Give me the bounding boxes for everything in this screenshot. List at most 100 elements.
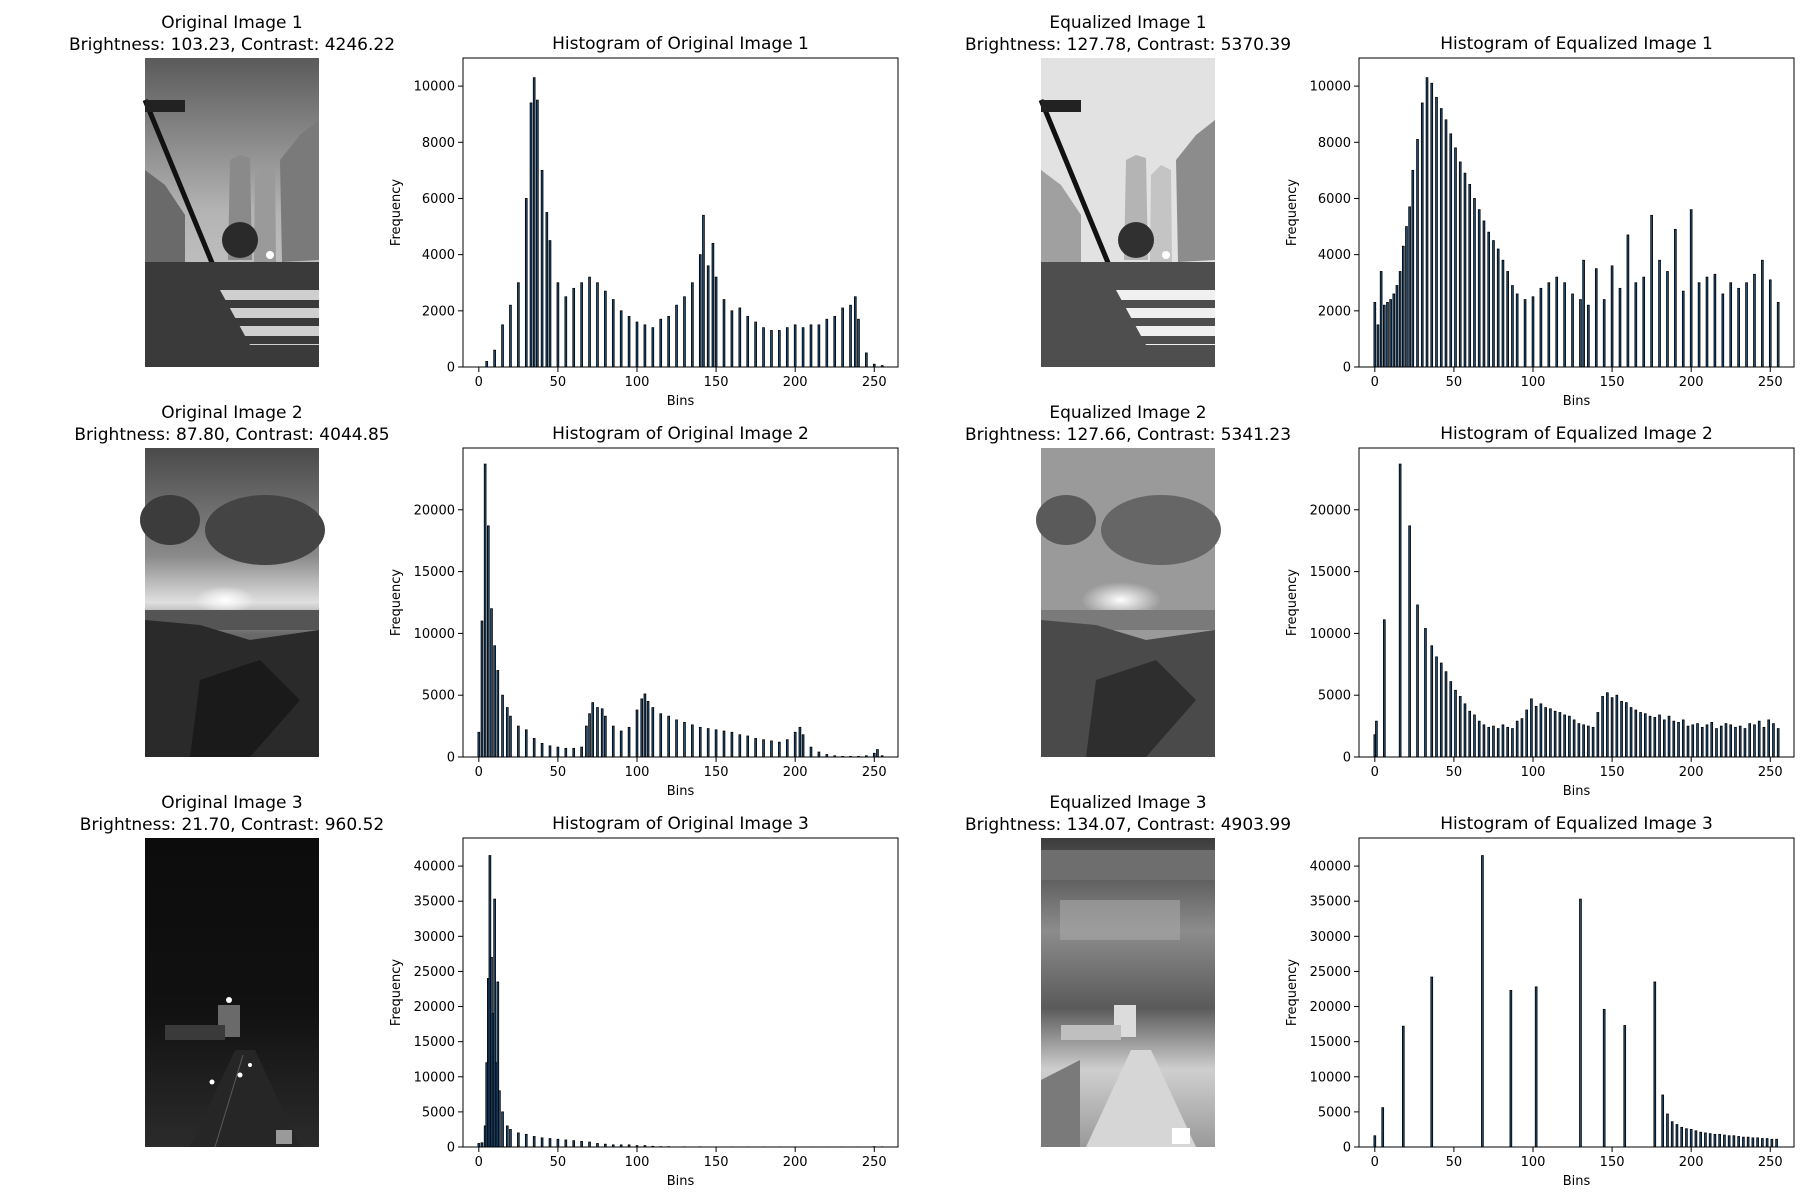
histogram-bar — [1587, 725, 1590, 758]
histogram-bar — [1666, 271, 1669, 368]
histogram-bar — [556, 1138, 560, 1148]
histogram-bar — [1444, 119, 1448, 368]
histogram-bar — [698, 254, 702, 368]
histogram-bar — [1492, 240, 1495, 368]
chart-title: Histogram of Original Image 1 — [552, 34, 809, 54]
histogram-bar — [746, 735, 750, 758]
chart-title: Histogram of Original Image 3 — [552, 814, 809, 834]
histogram-bar — [659, 713, 663, 758]
y-tick-label: 5000 — [422, 1105, 455, 1120]
histogram-bar — [1620, 700, 1623, 758]
histogram-bar — [643, 324, 647, 368]
histogram-bar — [627, 316, 631, 368]
histogram-bar — [1381, 1107, 1385, 1148]
histogram-bar — [1639, 712, 1642, 758]
histogram-bar — [1686, 725, 1690, 758]
histogram-bar — [841, 307, 844, 368]
histogram-bar — [1591, 726, 1595, 758]
histogram-bar — [1473, 714, 1476, 758]
x-axis-label: Bins — [667, 394, 695, 409]
plot-frame — [462, 57, 899, 368]
histogram-bar — [1563, 282, 1566, 368]
histogram-bar — [1571, 293, 1574, 368]
histogram-bar — [1753, 724, 1756, 758]
panel-stats: Brightness: 127.78, Contrast: 5370.39 — [965, 35, 1291, 55]
histogram-bar — [1681, 719, 1685, 758]
y-axis-label: Frequency — [389, 179, 404, 246]
histogram-bar — [683, 296, 686, 368]
histogram-bar — [1667, 715, 1671, 758]
histogram-bar — [1594, 268, 1598, 368]
histogram-bar — [1411, 169, 1415, 368]
histogram-bar — [517, 1132, 520, 1148]
histogram-bar — [1705, 276, 1709, 368]
histogram-bar — [1644, 713, 1647, 758]
histogram-bar — [1547, 282, 1551, 368]
original-image-1 — [142, 58, 319, 367]
histogram-bar — [1615, 694, 1619, 758]
histogram-bar — [1642, 276, 1646, 368]
histogram-bar — [1708, 1133, 1712, 1148]
panel-title: Equalized Image 2 — [1049, 403, 1206, 423]
histogram-bar — [762, 327, 765, 368]
histogram-bar — [483, 463, 487, 758]
histogram-bar — [722, 299, 726, 368]
histogram-bar — [1477, 209, 1481, 368]
histogram-bar — [1482, 724, 1486, 758]
histogram-bar — [659, 318, 663, 368]
histogram-bar — [817, 751, 821, 758]
histogram-bar — [1496, 728, 1500, 758]
histogram-bar — [1704, 1132, 1707, 1148]
histogram-bar — [1748, 723, 1752, 758]
histogram-bar — [1408, 206, 1411, 368]
y-tick-label: 0 — [1343, 1141, 1351, 1156]
histogram-bar — [793, 324, 797, 368]
histogram-bar — [1506, 726, 1510, 758]
histogram-bar — [1553, 710, 1557, 758]
histogram-bar — [770, 330, 773, 368]
y-tick-label: 15000 — [1310, 565, 1351, 580]
histogram-bar — [730, 310, 734, 368]
histogram-bar — [1511, 285, 1514, 368]
histogram-bar — [509, 304, 512, 368]
histogram-bar — [1530, 698, 1533, 758]
histogram-bar — [1694, 1130, 1698, 1148]
histogram-bar — [1775, 1138, 1778, 1148]
histogram-bar — [1487, 726, 1491, 758]
histogram-bar — [501, 1111, 504, 1148]
histogram-bar — [580, 746, 583, 758]
histogram-bar — [872, 752, 876, 758]
histogram-bar — [754, 321, 757, 368]
histogram-bar — [536, 99, 539, 368]
panel-stats: Brightness: 103.23, Contrast: 4246.22 — [69, 35, 395, 55]
histogram-bar — [498, 1090, 501, 1148]
x-tick-label: 250 — [1758, 765, 1783, 780]
chart-title: Histogram of Equalized Image 1 — [1440, 34, 1713, 54]
histogram-bar — [1623, 1025, 1627, 1148]
histogram-equalized-1: Histogram of Equalized Image 1 0 50 100 150 2… — [1285, 34, 1795, 409]
y-tick-label: 5000 — [1318, 1105, 1351, 1120]
histogram-bar — [865, 352, 868, 368]
histogram-bar — [1705, 724, 1709, 758]
chart-title: Histogram of Equalized Image 3 — [1440, 814, 1713, 834]
histogram-bar — [698, 726, 702, 758]
y-tick-label: 35000 — [414, 895, 455, 910]
histogram-bar — [1563, 714, 1566, 758]
x-tick-label: 200 — [783, 375, 808, 390]
histogram-bar — [548, 745, 552, 758]
histogram-bar — [1539, 287, 1543, 368]
histogram-bar — [1761, 259, 1764, 368]
histogram-bar — [501, 324, 504, 368]
histogram-bar — [619, 310, 623, 368]
histogram-bar — [517, 725, 520, 758]
x-tick-label: 100 — [625, 1155, 650, 1170]
histogram-bar — [809, 324, 813, 368]
histogram-bar — [588, 276, 591, 368]
histogram-bar — [1416, 139, 1419, 368]
x-tick-label: 150 — [704, 765, 729, 780]
histogram-bar — [540, 169, 544, 368]
histogram-bar — [1398, 271, 1402, 368]
equalized-image-2 — [1036, 448, 1221, 757]
histogram-bar — [1661, 1094, 1665, 1148]
y-tick-label: 35000 — [1310, 895, 1351, 910]
